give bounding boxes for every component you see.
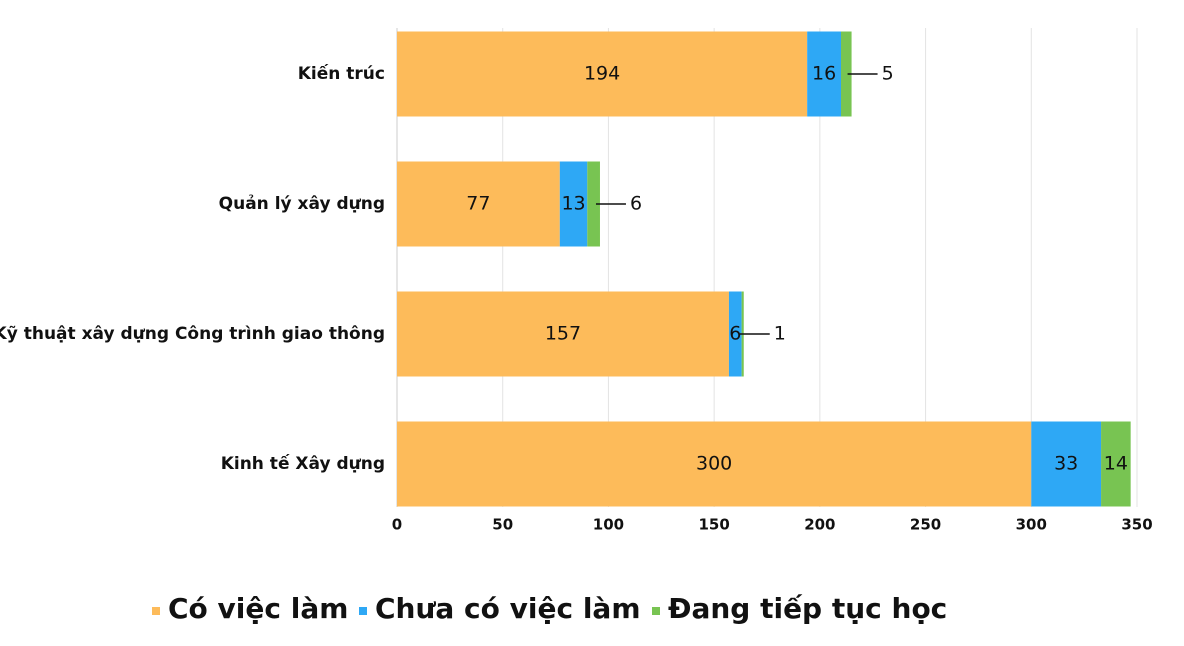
bar-segment [397, 421, 1032, 507]
y-tick-label: Quản lý xây dựng [219, 194, 385, 214]
y-tick-label: Kỹ thuật xây dựng Công trình giao thông [0, 324, 385, 344]
bar-segment [559, 161, 588, 247]
bar-segment [1031, 421, 1102, 507]
bar-segment [587, 161, 600, 247]
x-tick-label: 200 [804, 516, 835, 534]
x-tick-label: 0 [392, 516, 402, 534]
data-label: 194 [584, 63, 620, 85]
y-tick-label: Kiến trúc [298, 63, 385, 84]
data-label: 33 [1054, 453, 1078, 475]
x-tick-label: 300 [1016, 516, 1047, 534]
bar-segment [807, 31, 841, 117]
data-label: 300 [696, 453, 732, 475]
bar-segment [397, 291, 729, 377]
data-label: 13 [561, 193, 585, 215]
legend-marker [359, 607, 367, 615]
x-tick-label: 350 [1121, 516, 1152, 534]
bar-segment [1101, 421, 1131, 507]
bar-segment [841, 31, 852, 117]
legend-label: Có việc làm [168, 592, 348, 625]
data-label: 6 [630, 193, 642, 215]
x-tick-label: 50 [492, 516, 513, 534]
data-label: 157 [545, 323, 581, 345]
data-label: 6 [729, 323, 741, 345]
data-label: 77 [466, 193, 490, 215]
data-label: 5 [882, 63, 894, 85]
y-tick-label: Kinh tế Xây dựng [221, 453, 385, 474]
bar-segment [728, 291, 742, 377]
x-tick-label: 100 [593, 516, 624, 534]
bar-segment [397, 161, 560, 247]
legend-marker [652, 607, 660, 615]
data-label: 1 [774, 323, 786, 345]
x-tick-label: 150 [698, 516, 729, 534]
data-label: 14 [1104, 453, 1128, 475]
data-label: 16 [812, 63, 836, 85]
legend-label: Đang tiếp tục học [668, 592, 947, 625]
x-tick-label: 250 [910, 516, 941, 534]
legend-label: Chưa có việc làm [375, 592, 641, 625]
legend-marker [152, 607, 160, 615]
bar-segment [397, 31, 808, 117]
